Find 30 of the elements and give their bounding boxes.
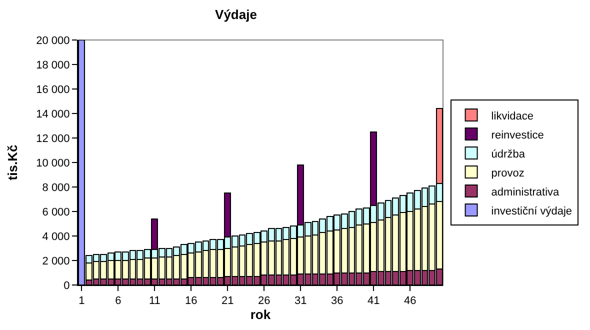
legend-label: likvidace: [491, 110, 534, 122]
x-tick-label: 46: [404, 295, 416, 308]
x-tick-label: 6: [115, 295, 122, 308]
x-tick-label: 41: [368, 295, 380, 308]
y-tick-label: 4 000: [42, 230, 70, 243]
x-tick-label: 1: [78, 295, 85, 308]
x-tick-label: 36: [331, 295, 344, 308]
chart-title: Výdaje: [215, 7, 257, 22]
x-axis-title: rok: [250, 307, 272, 322]
y-tick-label: 12 000: [36, 132, 70, 145]
y-tick-label: 16 000: [36, 84, 70, 96]
x-tick-label: 31: [294, 295, 307, 308]
y-tick-label: 2 000: [42, 255, 70, 268]
y-tick-label: 6 000: [42, 206, 70, 218]
x-tick-label: 26: [258, 295, 270, 308]
x-tick-label: 21: [222, 295, 234, 308]
y-tick-label: 20 000: [36, 34, 70, 47]
y-tick-label: 0: [64, 280, 70, 292]
legend-label: provoz: [491, 167, 524, 180]
legend-label: reinvestice: [491, 129, 544, 142]
x-tick-label: 11: [148, 295, 160, 308]
y-tick-label: 8 000: [42, 182, 70, 194]
x-tick-label: 16: [185, 295, 198, 308]
legend-label: administrativa: [491, 186, 560, 198]
y-axis-title: tis.Kč: [5, 144, 20, 180]
y-tick-label: 10 000: [36, 157, 70, 170]
legend-label: investiční výdaje: [491, 205, 572, 218]
y-tick-label: 14 000: [36, 108, 70, 120]
y-tick-label: 18 000: [36, 59, 70, 72]
legend-label: údržba: [491, 148, 526, 160]
